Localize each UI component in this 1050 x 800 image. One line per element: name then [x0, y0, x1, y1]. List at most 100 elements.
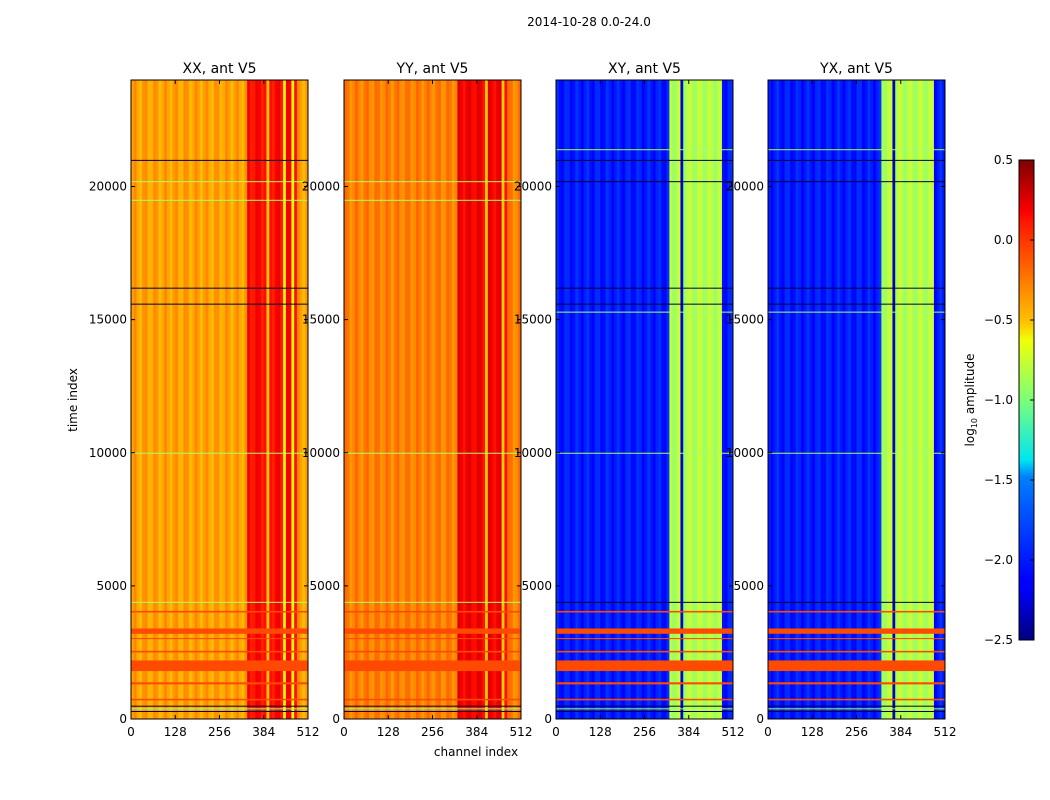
- light-row-line: [344, 601, 521, 603]
- channel-column: [471, 80, 475, 719]
- colorbar-tick-label: −2.0: [984, 553, 1013, 567]
- x-tick-label: 512: [934, 725, 957, 739]
- channel-column: [625, 80, 629, 719]
- flagged-band: [131, 610, 308, 613]
- channel-column: [183, 80, 187, 719]
- y-tick-label: 0: [332, 712, 340, 726]
- channel-column: [269, 80, 273, 719]
- channel-column: [779, 80, 783, 719]
- channel-column: [768, 80, 772, 719]
- channel-column: [285, 80, 290, 719]
- x-tick-label: 384: [465, 725, 488, 739]
- flagged-band: [556, 698, 733, 701]
- channel-column: [360, 80, 364, 719]
- channel-column: [407, 80, 411, 719]
- channel-column: [194, 80, 198, 719]
- flagged-band: [768, 638, 945, 640]
- channel-column: [773, 80, 777, 719]
- dark-row-line: [131, 303, 308, 305]
- dark-row-line: [556, 181, 733, 183]
- panel-2: YY, ant V5 0 128 256 384 512 0 5000 10000 15000 20…: [302, 61, 533, 739]
- panels: XX, ant V5 0 128 256 384 512 0 5000 10000 15000 20…: [89, 61, 957, 739]
- colorbar-label-suffix: amplitude: [963, 354, 977, 418]
- channel-column: [575, 80, 579, 719]
- channel-column: [131, 80, 135, 719]
- channel-column: [200, 80, 204, 719]
- channel-column: [803, 80, 808, 719]
- dark-row-line: [768, 287, 945, 289]
- channel-column: [418, 80, 423, 719]
- channel-column: [622, 80, 626, 719]
- panel-3: XY, ant V5 0 128 256 384 512 0 5000 10000 15000 20…: [514, 61, 745, 739]
- channel-column: [374, 80, 378, 719]
- y-tick-label: 15000: [89, 313, 127, 327]
- dark-row-line: [556, 287, 733, 289]
- channel-column: [867, 80, 871, 719]
- light-row-line: [344, 199, 521, 201]
- y-tick-label: 5000: [521, 579, 552, 593]
- channel-column: [158, 80, 163, 719]
- flagged-band: [768, 610, 945, 613]
- channel-column: [368, 80, 373, 719]
- channel-column: [280, 80, 284, 719]
- channel-column: [933, 80, 938, 719]
- channel-column: [627, 80, 632, 719]
- channel-column: [230, 80, 234, 719]
- channel-column: [169, 80, 174, 719]
- channel-column: [713, 80, 718, 719]
- flagged-band: [768, 682, 945, 685]
- light-row-line: [131, 452, 308, 454]
- channel-column: [236, 80, 240, 719]
- channel-column: [781, 80, 786, 719]
- channel-column: [277, 80, 281, 719]
- dark-row-line: [131, 159, 308, 161]
- colorbar-fill: [1019, 160, 1034, 640]
- colorbar-tick-label: −1.0: [984, 393, 1013, 407]
- x-tick-label: 256: [845, 725, 868, 739]
- flagged-band: [131, 660, 308, 672]
- channel-column: [837, 80, 841, 719]
- channel-column: [468, 80, 472, 719]
- channel-column: [150, 80, 154, 719]
- channel-column: [457, 80, 461, 719]
- channel-column: [172, 80, 176, 719]
- channel-column: [153, 80, 157, 719]
- flagged-band: [131, 628, 308, 634]
- flagged-band: [556, 682, 733, 685]
- channel-column: [247, 80, 251, 719]
- channel-column: [382, 80, 387, 719]
- flagged-band: [556, 610, 733, 613]
- x-axis-label: channel index: [434, 745, 518, 759]
- dark-row-line: [768, 601, 945, 603]
- channel-column: [462, 80, 467, 719]
- channel-column: [583, 80, 588, 719]
- light-row-line: [556, 311, 733, 313]
- channel-column: [454, 80, 458, 719]
- channel-column: [900, 80, 905, 719]
- colorbar-label-prefix: log: [963, 428, 977, 446]
- channel-column: [708, 80, 712, 719]
- dark-row-line: [768, 159, 945, 161]
- channel-column: [614, 80, 618, 719]
- channel-column: [870, 80, 874, 719]
- channel-column: [881, 80, 885, 719]
- x-tick-label: 128: [589, 725, 612, 739]
- flagged-band: [556, 638, 733, 640]
- heatmap-image: [768, 80, 945, 719]
- flagged-band: [768, 660, 945, 672]
- channel-column: [512, 80, 517, 719]
- channel-column: [496, 80, 500, 719]
- channel-column: [189, 80, 193, 719]
- channel-column: [719, 80, 723, 719]
- light-row-line: [131, 199, 308, 201]
- flagged-band: [344, 628, 521, 634]
- channel-column: [415, 80, 420, 719]
- flagged-band: [344, 638, 521, 640]
- channel-column: [404, 80, 409, 719]
- channel-column: [812, 80, 816, 719]
- channel-column: [903, 80, 907, 719]
- channel-column: [227, 80, 232, 719]
- channel-column: [776, 80, 780, 719]
- light-row-line: [344, 452, 521, 454]
- channel-column: [922, 80, 927, 719]
